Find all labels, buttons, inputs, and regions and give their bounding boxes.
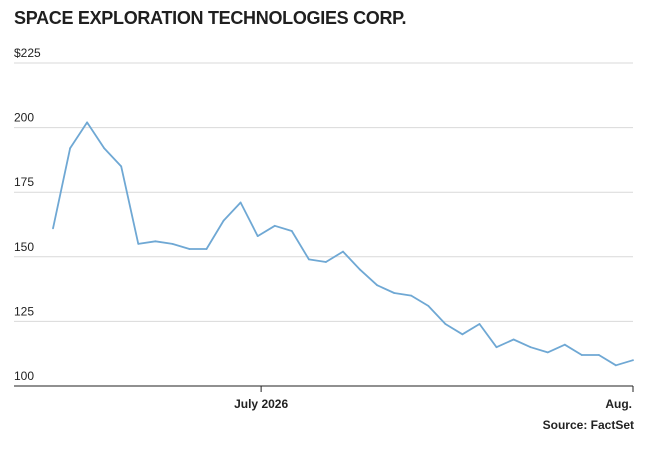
x-tick-label: July 2026 (234, 397, 288, 411)
data-point (479, 323, 481, 325)
data-point (274, 225, 276, 227)
y-axis-ticks: $225 200 175 150 125 100 (14, 46, 41, 383)
data-point (632, 359, 634, 361)
data-point (308, 259, 310, 261)
data-point (445, 323, 447, 325)
data-point (427, 305, 429, 307)
data-point (598, 354, 600, 356)
data-point (359, 269, 361, 271)
y-tick-label: $225 (14, 46, 41, 60)
y-tick-label: 150 (14, 240, 34, 254)
data-point (410, 295, 412, 297)
data-point (513, 339, 515, 341)
data-point (581, 354, 583, 356)
data-point (120, 166, 122, 168)
data-point (189, 248, 191, 250)
data-point (155, 240, 157, 242)
data-point (564, 344, 566, 346)
data-point (393, 292, 395, 294)
data-point (530, 346, 532, 348)
source-note: Source: FactSet (543, 418, 634, 432)
data-point (103, 147, 105, 149)
data-point (291, 230, 293, 232)
data-point (615, 364, 617, 366)
y-tick-label: 200 (14, 111, 34, 125)
data-point (172, 243, 174, 245)
data-point (547, 352, 549, 354)
y-tick-label: 175 (14, 175, 34, 189)
price-line (53, 122, 633, 365)
y-tick-label: 100 (14, 369, 34, 383)
data-point (325, 261, 327, 263)
data-point (137, 243, 139, 245)
grid-lines (14, 63, 633, 321)
data-point (342, 251, 344, 253)
x-axis-ticks: July 2026 Aug. (234, 386, 633, 411)
data-point (462, 333, 464, 335)
data-point (240, 202, 242, 204)
data-point (376, 284, 378, 286)
data-point (257, 235, 259, 237)
data-point (86, 122, 88, 124)
data-point (223, 220, 225, 222)
data-point (206, 248, 208, 250)
x-tick-label: Aug. (605, 397, 632, 411)
data-point (69, 147, 71, 149)
y-tick-label: 125 (14, 304, 34, 318)
data-point (52, 228, 54, 230)
data-point (496, 346, 498, 348)
